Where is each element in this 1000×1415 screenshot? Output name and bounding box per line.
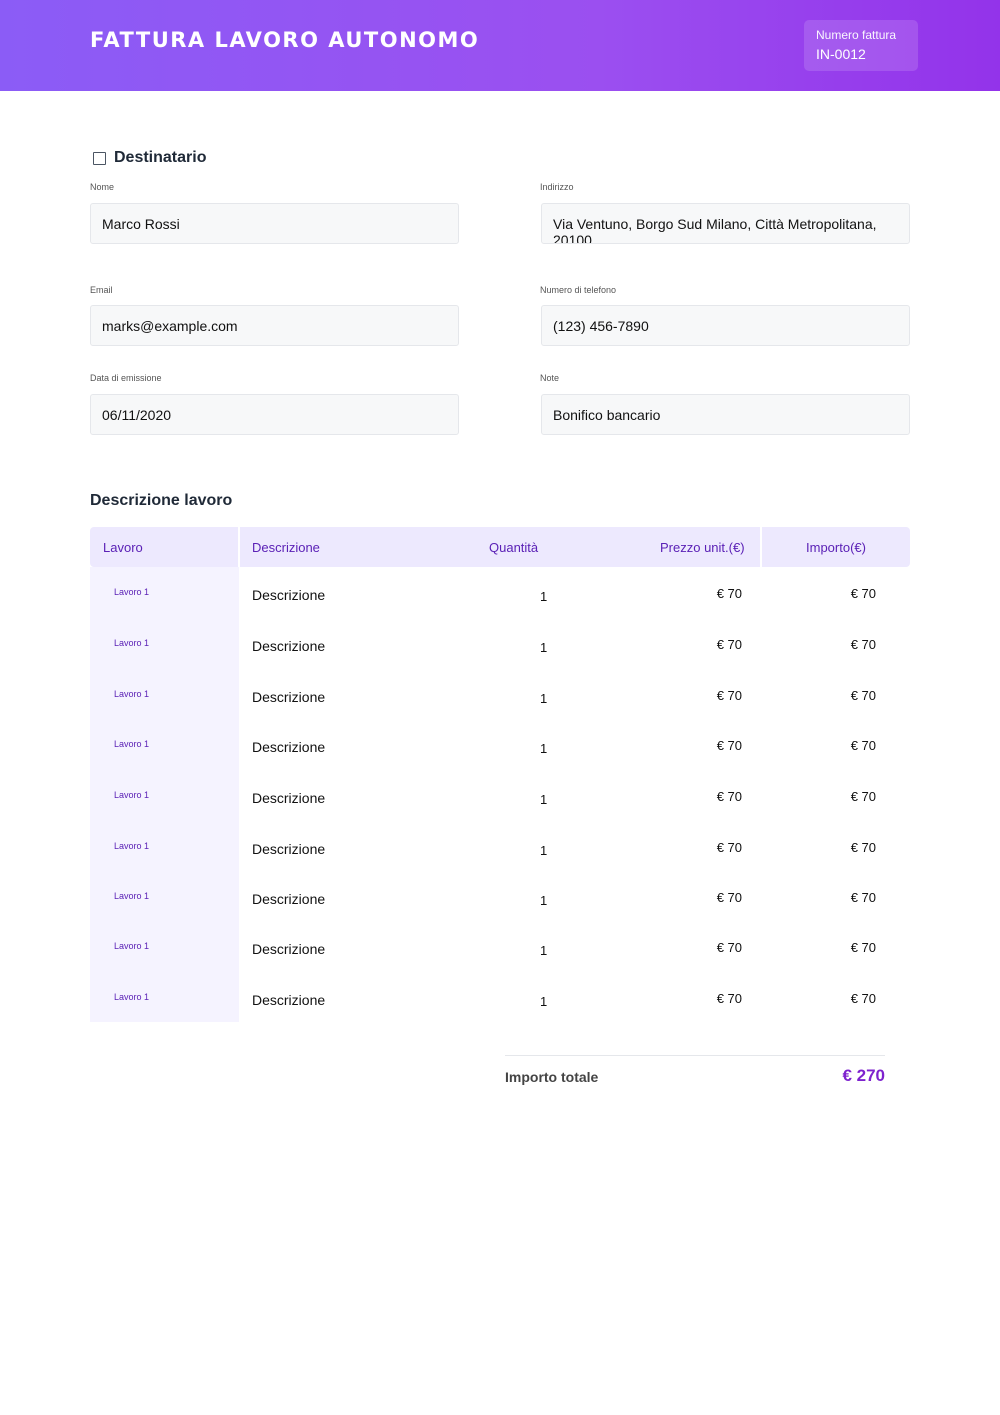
quantity-cell: 1 <box>540 741 548 756</box>
unit-price-cell: € 70 <box>716 637 742 652</box>
quantity-cell: 1 <box>540 943 548 958</box>
column-header-description: Descrizione <box>252 539 320 555</box>
amount-cell: € 70 <box>850 738 876 753</box>
amount-cell: € 70 <box>850 789 876 804</box>
address-field[interactable]: Via Ventuno, Borgo Sud Milano, Città Met… <box>541 203 910 244</box>
invoice-number-label: Numero fattura <box>816 28 897 42</box>
phone-field[interactable]: (123) 456-7890 <box>541 305 910 346</box>
table-row: Lavoro 1 Descrizione 1 € 70 € 70 <box>90 569 910 619</box>
quantity-cell: 1 <box>540 994 548 1009</box>
invoice-header: FATTURA LAVORO AUTONOMO Numero fattura I… <box>0 0 1000 91</box>
name-field[interactable]: Marco Rossi <box>90 203 459 244</box>
notes-label: Note <box>540 373 560 383</box>
description-cell: Descrizione <box>252 992 326 1008</box>
table-row: Lavoro 1 Descrizione 1 € 70 € 70 <box>90 974 910 1024</box>
job-cell: Lavoro 1 <box>114 739 150 749</box>
issue-date-label: Data di emissione <box>90 373 162 383</box>
table-header: Lavoro Descrizione Quantità Prezzo unit.… <box>90 527 910 567</box>
address-label: Indirizzo <box>540 182 574 192</box>
phone-label: Numero di telefono <box>540 285 617 295</box>
amount-cell: € 70 <box>850 991 876 1006</box>
job-column-background <box>90 567 239 1022</box>
quantity-cell: 1 <box>540 589 548 604</box>
work-heading-text: Descrizione lavoro <box>90 492 233 509</box>
unit-price-cell: € 70 <box>716 586 742 601</box>
job-cell: Lavoro 1 <box>114 689 150 699</box>
quantity-cell: 1 <box>540 893 548 908</box>
amount-cell: € 70 <box>850 840 876 855</box>
column-header-unit-price: Prezzo unit.(€) <box>660 539 745 555</box>
unit-price-cell: € 70 <box>716 688 742 703</box>
job-cell: Lavoro 1 <box>114 891 150 901</box>
table-row: Lavoro 1 Descrizione 1 € 70 € 70 <box>90 620 910 670</box>
recipient-heading: Destinatario <box>93 149 206 167</box>
total-label: Importo totale <box>505 1069 599 1085</box>
description-cell: Descrizione <box>252 790 326 806</box>
checkbox-icon[interactable] <box>93 151 106 165</box>
job-cell: Lavoro 1 <box>114 841 150 851</box>
table-row: Lavoro 1 Descrizione 1 € 70 € 70 <box>90 923 910 973</box>
job-cell: Lavoro 1 <box>114 992 150 1002</box>
unit-price-cell: € 70 <box>716 940 742 955</box>
name-label: Nome <box>90 182 115 192</box>
quantity-cell: 1 <box>540 691 548 706</box>
job-cell: Lavoro 1 <box>114 941 150 951</box>
email-field[interactable]: marks@example.com <box>90 305 459 346</box>
quantity-cell: 1 <box>540 640 548 655</box>
invoice-number-box: Numero fattura IN-0012 <box>804 20 918 71</box>
job-cell: Lavoro 1 <box>114 587 150 597</box>
column-header-amount: Importo(€) <box>806 539 866 555</box>
invoice-number-value: IN-0012 <box>816 46 866 62</box>
job-cell: Lavoro 1 <box>114 638 150 648</box>
total-value: € 270 <box>842 1066 885 1085</box>
total-divider <box>505 1055 885 1056</box>
amount-cell: € 70 <box>850 890 876 905</box>
unit-price-cell: € 70 <box>716 991 742 1006</box>
unit-price-cell: € 70 <box>716 890 742 905</box>
table-row: Lavoro 1 Descrizione 1 € 70 € 70 <box>90 873 910 923</box>
description-cell: Descrizione <box>252 841 326 857</box>
table-row: Lavoro 1 Descrizione 1 € 70 € 70 <box>90 671 910 721</box>
amount-cell: € 70 <box>850 688 876 703</box>
column-header-quantity: Quantità <box>489 539 539 555</box>
notes-field[interactable]: Bonifico bancario <box>541 394 910 435</box>
amount-cell: € 70 <box>850 940 876 955</box>
table-row: Lavoro 1 Descrizione 1 € 70 € 70 <box>90 772 910 822</box>
quantity-cell: 1 <box>540 792 548 807</box>
job-cell: Lavoro 1 <box>114 790 150 800</box>
table-row: Lavoro 1 Descrizione 1 € 70 € 70 <box>90 721 910 771</box>
description-cell: Descrizione <box>252 587 326 603</box>
email-label: Email <box>90 285 113 295</box>
issue-date-field[interactable]: 06/11/2020 <box>90 394 459 435</box>
quantity-cell: 1 <box>540 843 548 858</box>
description-cell: Descrizione <box>252 739 326 755</box>
column-divider <box>760 527 762 567</box>
amount-cell: € 70 <box>850 637 876 652</box>
unit-price-cell: € 70 <box>716 789 742 804</box>
unit-price-cell: € 70 <box>716 738 742 753</box>
unit-price-cell: € 70 <box>716 840 742 855</box>
work-heading: Descrizione lavoro <box>90 492 232 510</box>
description-cell: Descrizione <box>252 891 326 907</box>
recipient-heading-text: Destinatario <box>114 149 207 166</box>
description-cell: Descrizione <box>252 941 326 957</box>
table-row: Lavoro 1 Descrizione 1 € 70 € 70 <box>90 823 910 873</box>
column-header-job: Lavoro <box>103 539 143 555</box>
column-divider <box>238 527 240 567</box>
description-cell: Descrizione <box>252 689 326 705</box>
amount-cell: € 70 <box>850 586 876 601</box>
description-cell: Descrizione <box>252 638 326 654</box>
page-title: FATTURA LAVORO AUTONOMO <box>90 28 480 52</box>
